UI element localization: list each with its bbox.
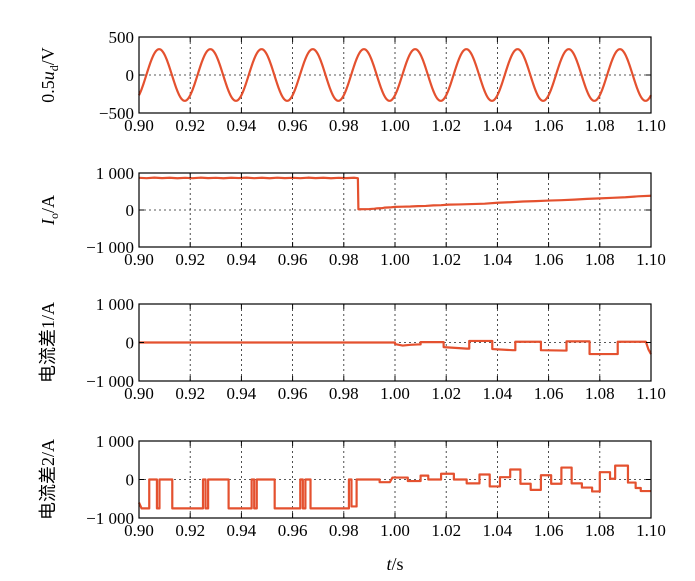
x-tick-label: 0.90 (124, 250, 154, 269)
series-line-ud (138, 48, 652, 102)
x-tick-label: 1.02 (431, 521, 461, 540)
x-tick-label: 1.04 (483, 384, 513, 403)
series-line-io (138, 176, 652, 211)
x-tick-label: 0.98 (329, 384, 359, 403)
y-tick-label: 1 000 (96, 164, 134, 183)
x-tick-label: 0.94 (227, 521, 257, 540)
x-tick-label: 1.06 (534, 116, 564, 135)
x-tick-label: 1.02 (431, 250, 461, 269)
x-tick-label: 0.96 (278, 384, 308, 403)
x-tick-label: 1.04 (483, 116, 513, 135)
x-tick-label: 1.10 (636, 384, 666, 403)
x-tick-label: 1.06 (534, 521, 564, 540)
x-tick-label: 1.08 (585, 384, 615, 403)
y-tick-label: −1 000 (86, 509, 134, 528)
x-tick-label: 0.98 (329, 521, 359, 540)
x-tick-label: 0.90 (124, 116, 154, 135)
x-tick-label: 0.98 (329, 250, 359, 269)
x-tick-label: 1.06 (534, 384, 564, 403)
x-tick-label: 0.94 (227, 116, 257, 135)
y-tick-label: 0 (126, 471, 135, 490)
x-tick-label: 0.96 (278, 521, 308, 540)
x-tick-label: 0.94 (227, 384, 257, 403)
x-tick-label: 1.08 (585, 250, 615, 269)
x-tick-label: 0.98 (329, 116, 359, 135)
x-tick-label: 1.00 (380, 250, 410, 269)
x-tick-label: 1.00 (380, 116, 410, 135)
x-tick-label: 1.04 (483, 250, 513, 269)
y-tick-label: −1 000 (86, 238, 134, 257)
x-tick-label: 0.92 (175, 116, 205, 135)
x-tick-label: 1.00 (380, 521, 410, 540)
x-tick-label: 1.02 (431, 116, 461, 135)
x-tick-label: 1.08 (585, 116, 615, 135)
y-tick-label: 1 000 (96, 432, 134, 451)
y-tick-label: 0 (126, 334, 135, 353)
y-tick-label: −1 000 (86, 372, 134, 391)
x-tick-label: 1.04 (483, 521, 513, 540)
y-tick-label: 0 (126, 66, 135, 85)
y-axis-label-io: Io/A (38, 195, 61, 226)
x-tick-label: 1.08 (585, 521, 615, 540)
x-tick-label: 0.92 (175, 384, 205, 403)
x-tick-label: 1.10 (636, 116, 666, 135)
x-tick-label: 1.00 (380, 384, 410, 403)
x-tick-label: 1.02 (431, 384, 461, 403)
x-tick-label: 1.10 (636, 521, 666, 540)
x-tick-label: 0.92 (175, 250, 205, 269)
x-tick-label: 0.96 (278, 116, 308, 135)
x-tick-label: 1.06 (534, 250, 564, 269)
series-line-diff2 (137, 464, 651, 510)
y-tick-label: 0 (126, 201, 135, 220)
x-tick-label: 0.90 (124, 384, 154, 403)
y-tick-label: −500 (99, 104, 134, 123)
y-axis-label-ud: 0.5ud/V (38, 47, 61, 103)
x-tick-label: 0.90 (124, 521, 154, 540)
x-tick-label: 1.10 (636, 250, 666, 269)
y-axis-label-diff2: 电流差2/A (38, 439, 58, 520)
y-tick-label: 1 000 (96, 295, 134, 314)
x-tick-label: 0.92 (175, 521, 205, 540)
y-axis-label-diff1: 电流差1/A (38, 302, 58, 383)
x-tick-label: 0.96 (278, 250, 308, 269)
x-axis-label: t/s (386, 554, 403, 574)
y-tick-label: 500 (109, 28, 135, 47)
series-line-diff1 (139, 339, 652, 356)
x-tick-label: 0.94 (227, 250, 257, 269)
